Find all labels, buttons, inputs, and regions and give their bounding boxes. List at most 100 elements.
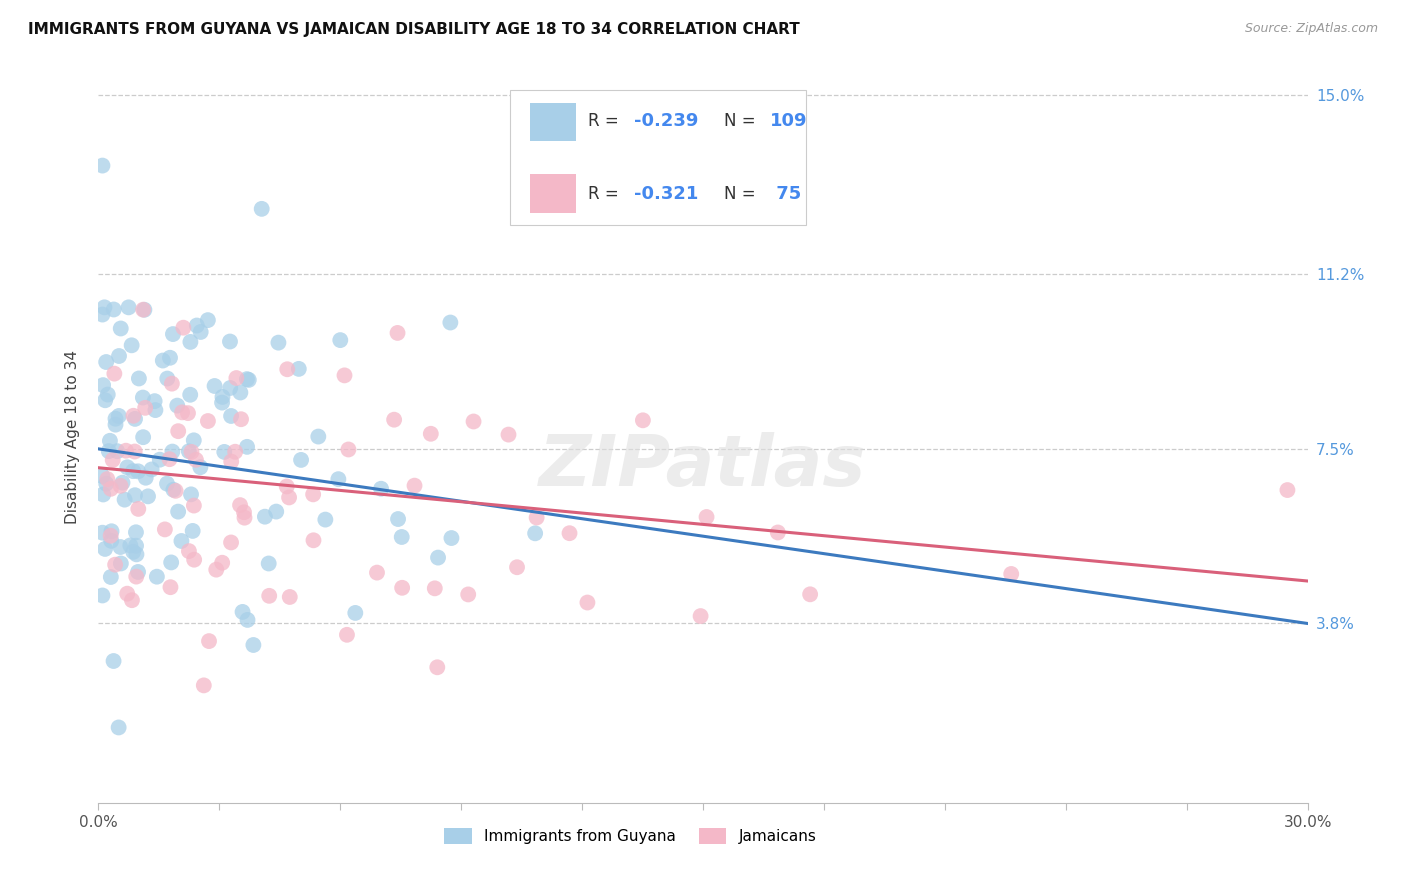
- Point: [125, 569, 148, 583]
- Point: [440, 531, 463, 545]
- Point: [526, 510, 548, 524]
- Point: [101, 453, 124, 467]
- Point: [229, 385, 252, 400]
- Point: [229, 498, 252, 512]
- Point: [125, 547, 148, 561]
- Point: [276, 362, 298, 376]
- Point: [122, 545, 145, 559]
- Point: [232, 605, 254, 619]
- Point: [167, 424, 190, 438]
- FancyBboxPatch shape: [530, 175, 576, 212]
- Point: [177, 444, 200, 458]
- Point: [214, 445, 236, 459]
- Point: [172, 405, 194, 419]
- Text: N =: N =: [724, 185, 761, 202]
- Point: [183, 552, 205, 566]
- Point: [135, 471, 157, 485]
- Point: [766, 525, 789, 540]
- Point: [162, 483, 184, 497]
- Point: [382, 412, 405, 426]
- Point: [94, 393, 117, 408]
- Point: [366, 566, 388, 580]
- Point: [181, 524, 204, 538]
- Point: [204, 379, 226, 393]
- Point: [91, 378, 114, 392]
- Point: [127, 565, 149, 579]
- Point: [179, 334, 201, 349]
- Point: [117, 460, 139, 475]
- Point: [233, 510, 256, 524]
- Text: N =: N =: [724, 112, 761, 130]
- Point: [104, 558, 127, 572]
- Point: [498, 427, 520, 442]
- Point: [506, 560, 529, 574]
- Point: [160, 556, 183, 570]
- Point: [103, 367, 125, 381]
- Point: [197, 313, 219, 327]
- Point: [96, 472, 118, 486]
- Point: [132, 430, 155, 444]
- Text: 109: 109: [769, 112, 807, 130]
- Point: [302, 533, 325, 548]
- Point: [165, 483, 187, 498]
- Point: [127, 502, 149, 516]
- Point: [219, 409, 242, 423]
- Point: [97, 387, 120, 401]
- Point: [267, 335, 290, 350]
- Point: [98, 434, 121, 448]
- Point: [100, 482, 122, 496]
- Point: [104, 411, 127, 425]
- Point: [166, 399, 188, 413]
- Point: [170, 533, 193, 548]
- Point: [103, 654, 125, 668]
- Point: [110, 557, 132, 571]
- FancyBboxPatch shape: [530, 103, 576, 141]
- Point: [328, 472, 350, 486]
- Point: [96, 355, 118, 369]
- Point: [120, 538, 142, 552]
- Point: [457, 587, 479, 601]
- Point: [100, 529, 122, 543]
- Point: [91, 159, 114, 173]
- Point: [180, 445, 202, 459]
- Point: [141, 462, 163, 476]
- Point: [145, 403, 167, 417]
- Point: [100, 570, 122, 584]
- Point: [159, 580, 181, 594]
- Point: [257, 589, 280, 603]
- Point: [238, 373, 260, 387]
- Point: [180, 487, 202, 501]
- Point: [236, 372, 259, 386]
- Point: [184, 453, 207, 467]
- Point: [91, 525, 114, 540]
- Point: [419, 426, 441, 441]
- Point: [288, 362, 311, 376]
- Point: [146, 570, 169, 584]
- Point: [524, 526, 547, 541]
- Point: [103, 302, 125, 317]
- Point: [177, 544, 200, 558]
- Point: [336, 628, 359, 642]
- Point: [91, 308, 114, 322]
- Point: [162, 444, 184, 458]
- Point: [93, 301, 115, 315]
- Point: [160, 376, 183, 391]
- Point: [108, 349, 131, 363]
- Point: [121, 593, 143, 607]
- Point: [463, 415, 485, 429]
- Point: [104, 417, 127, 432]
- Point: [91, 589, 114, 603]
- Point: [337, 442, 360, 457]
- Point: [167, 505, 190, 519]
- Point: [333, 368, 356, 383]
- Point: [219, 381, 242, 395]
- Point: [278, 590, 301, 604]
- Point: [211, 556, 233, 570]
- Point: [290, 453, 312, 467]
- Point: [302, 487, 325, 501]
- Point: [1000, 566, 1022, 581]
- Point: [219, 454, 242, 468]
- Point: [159, 351, 181, 365]
- Point: [229, 412, 252, 426]
- Point: [253, 509, 276, 524]
